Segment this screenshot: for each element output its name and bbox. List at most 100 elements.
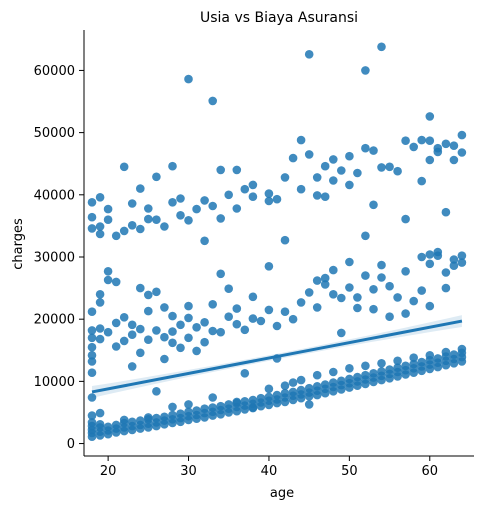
- data-point: [361, 370, 370, 380]
- data-point: [111, 342, 121, 351]
- data-point: [248, 180, 258, 190]
- y-tick-label: 40000: [34, 188, 75, 203]
- data-point: [312, 276, 322, 285]
- data-point: [312, 303, 322, 312]
- data-point: [208, 300, 217, 309]
- data-point: [176, 409, 185, 419]
- y-axis-label: charges: [11, 218, 26, 270]
- data-point: [87, 198, 97, 207]
- data-point: [353, 372, 362, 382]
- data-point: [369, 146, 378, 155]
- data-point: [136, 224, 145, 234]
- data-point: [288, 314, 298, 324]
- data-point: [288, 387, 298, 397]
- data-point: [312, 382, 322, 391]
- data-point: [95, 324, 105, 333]
- data-point: [168, 198, 177, 207]
- data-point: [232, 304, 242, 313]
- data-point: [168, 311, 177, 321]
- data-point: [119, 415, 129, 425]
- data-point: [377, 359, 386, 368]
- data-point: [361, 66, 370, 75]
- data-point: [184, 407, 193, 417]
- data-point: [264, 384, 274, 394]
- data-point: [87, 351, 97, 360]
- data-point: [256, 316, 266, 326]
- data-point: [184, 400, 193, 409]
- data-point: [312, 370, 322, 380]
- data-point: [168, 327, 177, 336]
- data-point: [200, 318, 209, 327]
- data-point: [345, 151, 354, 161]
- data-point: [176, 194, 185, 203]
- data-point: [385, 162, 394, 172]
- data-point: [401, 136, 410, 145]
- data-point: [240, 184, 250, 194]
- data-point: [168, 161, 177, 171]
- data-point: [184, 313, 193, 323]
- data-point: [144, 204, 153, 213]
- chart-title: Usia vs Biaya Asuransi: [200, 10, 358, 26]
- data-point: [127, 221, 137, 230]
- data-point: [304, 383, 314, 393]
- data-point: [280, 235, 290, 245]
- data-point: [216, 327, 225, 337]
- data-point: [353, 168, 362, 178]
- data-point: [95, 408, 105, 418]
- data-point: [337, 293, 346, 303]
- data-point: [184, 216, 193, 225]
- data-point: [256, 393, 266, 403]
- data-point: [417, 135, 427, 145]
- data-point: [320, 380, 330, 389]
- data-point: [337, 376, 346, 386]
- data-point: [192, 346, 201, 356]
- data-point: [103, 215, 113, 224]
- data-point: [111, 277, 121, 287]
- data-point: [369, 369, 378, 378]
- data-point: [441, 139, 451, 149]
- data-point: [136, 348, 145, 358]
- data-point: [192, 204, 201, 214]
- data-point: [417, 357, 427, 367]
- data-point: [127, 320, 137, 330]
- data-point: [87, 326, 97, 335]
- data-point: [337, 328, 346, 338]
- data-point: [393, 356, 402, 366]
- data-point: [369, 285, 378, 294]
- data-point: [345, 283, 354, 292]
- data-point: [441, 283, 451, 293]
- data-point: [369, 200, 378, 210]
- data-point: [457, 148, 467, 157]
- data-point: [272, 390, 282, 400]
- data-point: [393, 363, 402, 373]
- data-point: [160, 332, 169, 342]
- data-point: [457, 130, 467, 140]
- data-point: [224, 312, 233, 322]
- data-point: [272, 194, 282, 204]
- data-point: [144, 413, 153, 422]
- data-point: [152, 326, 161, 335]
- data-point: [345, 374, 354, 384]
- data-point: [136, 416, 145, 425]
- data-point: [449, 261, 459, 271]
- data-point: [425, 155, 435, 165]
- data-point: [240, 369, 250, 378]
- data-point: [200, 404, 209, 414]
- data-point: [152, 215, 161, 224]
- data-point: [409, 142, 419, 152]
- data-point: [296, 184, 306, 194]
- data-point: [240, 325, 250, 335]
- data-point: [168, 410, 177, 420]
- data-point: [304, 150, 314, 159]
- data-point: [87, 307, 97, 317]
- data-point: [87, 212, 97, 222]
- data-point: [329, 155, 338, 164]
- data-point: [280, 173, 290, 182]
- data-point: [87, 368, 97, 378]
- data-point: [449, 141, 459, 150]
- data-point: [136, 283, 145, 293]
- x-axis-label: age: [270, 486, 294, 501]
- data-point: [248, 403, 258, 412]
- y-tick-label: 50000: [34, 126, 75, 141]
- data-point: [345, 364, 354, 373]
